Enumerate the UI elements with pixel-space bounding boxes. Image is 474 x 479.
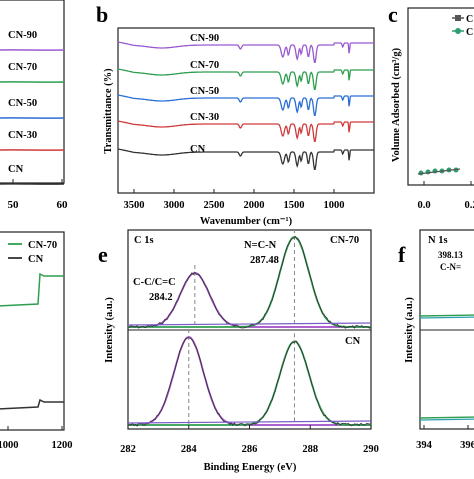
panel-b-series-4 [118, 149, 374, 169]
panel-b-xtick-0: 3500 [124, 200, 145, 211]
panel-c-xtick-0: 0.0 [417, 200, 430, 211]
panel-a-xtick-1: 60 [57, 199, 69, 211]
panel-f-letter: f [398, 242, 406, 267]
panel-d-legend-1: CN [28, 254, 44, 265]
panel-b-xtick-1: 3000 [164, 200, 185, 211]
panel-b-xtick-3: 2000 [244, 200, 265, 211]
panel-c-legend-marker-0 [455, 15, 461, 21]
panel-e-bottom-label: CN [345, 336, 361, 347]
panel-a-frame [0, 0, 64, 183]
panel-f-bottom-teal [420, 419, 474, 420]
panel-b-series-3 [118, 121, 374, 141]
panel-c: c Volume Adsorbed (cm³/g) C C 0.0 0.2 [388, 2, 474, 211]
panel-e-xtick-3: 288 [302, 444, 318, 455]
panel-b-ylabel: Transmittance (%) [103, 68, 114, 154]
panel-e-letter: e [98, 242, 108, 267]
panel-d-series-1 [0, 400, 64, 409]
panel-c-xtick-1: 0.2 [464, 200, 474, 211]
panel-b-series-label-2: CN-50 [190, 86, 219, 97]
panel-e-sub1-fit-0 [128, 337, 371, 425]
panel-b-xtick-2: 2500 [204, 200, 225, 211]
panel-f-ylabel: Intensity (a.u.) [404, 297, 415, 363]
panel-b-series-2 [118, 95, 374, 115]
panel-b-series-1 [118, 69, 374, 89]
panel-e-peak2-value: 287.48 [250, 255, 279, 266]
panel-c-legend-marker-1 [455, 28, 461, 34]
panel-a-series-label-1: CN-70 [8, 62, 37, 73]
panel-c-ylabel: Volume Adsorbed (cm³/g) [391, 47, 402, 162]
panel-f-annotation-0: 398.13 [438, 250, 463, 260]
panel-b-xtick-4: 1500 [284, 200, 305, 211]
panel-b-series-label-1: CN-70 [190, 60, 219, 71]
panel-d: CN-70 CN 1000 1200 [0, 232, 73, 451]
panel-d-series-0 [0, 274, 64, 306]
panel-a-series-label-3: CN-30 [8, 130, 37, 141]
panel-a-series-label-4: CN [8, 164, 24, 175]
panel-a-xtick-0: 50 [8, 199, 20, 211]
panel-c-legend-0: C [466, 14, 473, 25]
panel-f-xtick-0: 394 [416, 440, 433, 451]
panel-e-xtick-2: 286 [242, 444, 258, 455]
panel-f: f N 1s 398.13 C-N= Intensity (a.u.) 394 … [398, 230, 474, 451]
panel-b: b CN-90 CN-70 CN-50 CN-30 CN 3500 3000 2500 200… [96, 2, 374, 227]
panel-e-title: C 1s [134, 235, 154, 246]
panel-b-xtick-5: 1000 [324, 200, 345, 211]
panel-b-series-label-4: CN [190, 144, 206, 155]
panel-b-xlabel: Wavenumber (cm⁻¹) [200, 216, 293, 227]
panel-c-frame [408, 8, 474, 185]
panel-e-sub1-fit-1 [128, 341, 371, 425]
panel-b-series-label-0: CN-90 [190, 33, 219, 44]
panel-b-series-label-3: CN-30 [190, 112, 219, 123]
panel-e: e C 1s CN-70 CN C-C/C=C 284.2 N=C-N 287.… [98, 229, 379, 473]
panel-f-title: N 1s [428, 235, 448, 246]
panel-e-sub1-raw [128, 338, 371, 427]
panel-f-xtick-1: 396 [460, 440, 474, 451]
panel-e-top-label: CN-70 [330, 235, 359, 246]
panel-c-line [418, 169, 460, 174]
panel-b-frame [118, 28, 374, 193]
panel-b-letter: b [96, 2, 108, 27]
panel-a-series-label-2: CN-50 [8, 98, 37, 109]
panel-c-letter: c [388, 2, 398, 27]
panel-e-peak1-value: 284.2 [149, 292, 173, 303]
panel-e-peak1-name: C-C/C=C [133, 277, 176, 288]
panel-f-top-green [420, 315, 474, 316]
panel-a: CN-90 CN-70 CN-50 CN-30 CN 50 60 [0, 0, 68, 211]
panel-d-xtick-0: 1000 [0, 440, 19, 451]
panel-e-xtick-0: 282 [120, 444, 136, 455]
panel-d-legend-0: CN-70 [28, 240, 57, 251]
panel-c-legend-1: C [466, 27, 473, 38]
panel-e-peak2-name: N=C-N [244, 240, 277, 251]
panel-e-xtick-1: 284 [181, 444, 198, 455]
panel-b-series-0 [118, 42, 374, 62]
panel-a-series-label-0: CN-90 [8, 30, 37, 41]
panel-e-ylabel: Intensity (a.u.) [104, 297, 115, 363]
panel-e-xlabel: Binding Energy (eV) [204, 462, 297, 473]
panel-d-xtick-1: 1200 [52, 440, 73, 451]
panel-e-xtick-4: 290 [363, 444, 379, 455]
panel-f-top-teal [420, 317, 474, 318]
panel-f-bottom-green [420, 417, 474, 418]
panel-f-annotation-1: C-N= [440, 262, 461, 272]
